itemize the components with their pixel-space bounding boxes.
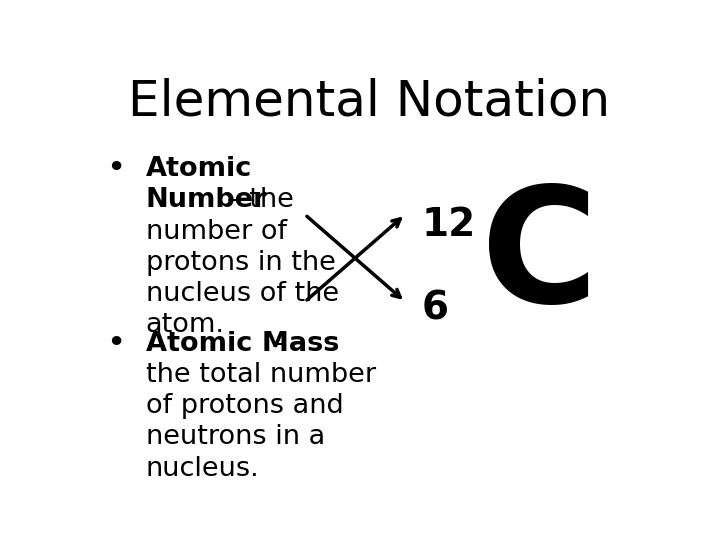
Text: – the: – the — [227, 187, 294, 213]
Text: number of: number of — [145, 219, 287, 245]
Text: Elemental Notation: Elemental Notation — [128, 77, 610, 125]
Text: of protons and: of protons and — [145, 393, 343, 419]
Text: Atomic Mass: Atomic Mass — [145, 331, 339, 357]
Text: 12: 12 — [422, 206, 476, 244]
Text: •: • — [107, 156, 124, 183]
Text: nucleus.: nucleus. — [145, 456, 259, 482]
Text: Number: Number — [145, 187, 267, 213]
Text: –: – — [273, 331, 287, 357]
Text: •: • — [107, 331, 124, 357]
Text: nucleus of the: nucleus of the — [145, 281, 339, 307]
Text: protons in the: protons in the — [145, 250, 336, 276]
Text: the total number: the total number — [145, 362, 376, 388]
Text: C: C — [481, 181, 598, 336]
Text: atom.: atom. — [145, 312, 225, 338]
Text: Atomic: Atomic — [145, 156, 252, 183]
Text: neutrons in a: neutrons in a — [145, 424, 325, 450]
Text: 6: 6 — [422, 289, 449, 327]
